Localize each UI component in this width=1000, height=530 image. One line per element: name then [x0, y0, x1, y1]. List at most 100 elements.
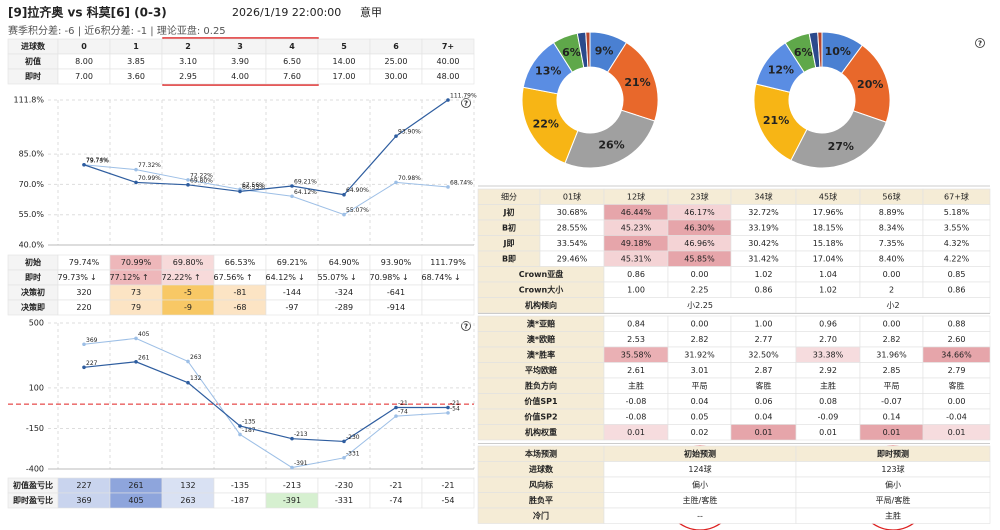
- row-label: 即时: [25, 272, 41, 282]
- cell-text: 28.55%: [557, 223, 588, 232]
- row-label: B即: [502, 254, 516, 263]
- cell-text: 0.00: [691, 319, 709, 328]
- cell-text: 123球: [881, 464, 904, 474]
- help-icon-text: ?: [464, 100, 468, 108]
- cell-text: 227: [76, 481, 91, 490]
- cell-text: 70.98%: [369, 273, 400, 282]
- cell-text: 即时预测: [877, 448, 909, 458]
- cell-text: 主胜/客胜: [683, 495, 718, 505]
- point-label: 79.73%: [86, 157, 109, 164]
- cell-text: 平局: [884, 381, 900, 390]
- cell-text: 48.00: [437, 72, 460, 81]
- cell-text: 0.14: [883, 412, 901, 421]
- cell-text: 320: [76, 288, 91, 297]
- cell-text: 68.74%: [421, 273, 452, 282]
- point-label: 70.98%: [398, 175, 421, 182]
- cell-text: -144: [283, 288, 301, 297]
- point-label: 67.56%: [242, 182, 265, 189]
- point-label: 227: [86, 360, 98, 367]
- cell-text: 69.21%: [277, 258, 308, 267]
- cell-text: 客胜: [756, 380, 772, 390]
- cell-text: -331: [335, 496, 353, 505]
- header-text: 34球: [754, 191, 772, 201]
- cell-text: -213: [283, 481, 301, 490]
- row-label: Crown大小: [519, 284, 563, 294]
- cell-text: 5.18%: [944, 208, 970, 217]
- cell-text: 64.90%: [329, 258, 360, 267]
- cell-text: 3.85: [127, 57, 145, 66]
- point: [446, 405, 450, 410]
- cell-text: 1.02: [755, 270, 773, 279]
- cell-text: 3.55%: [944, 223, 970, 232]
- cell-text: 49.18%: [621, 239, 652, 248]
- help-icon: [461, 321, 471, 331]
- help-icon-text: ?: [464, 323, 468, 331]
- match-datetime: 2026/1/19 22:00:00: [232, 6, 341, 19]
- y-tick-label: 40.0%: [19, 241, 45, 250]
- row-label: 决策初: [21, 287, 45, 297]
- cell-text: 客胜: [949, 380, 965, 390]
- header-text: 3: [237, 42, 243, 51]
- cell-text: 70.99%: [121, 258, 152, 267]
- cell-text: 0.01: [883, 428, 901, 437]
- point: [394, 134, 398, 138]
- cell-text: 4.32%: [944, 239, 970, 248]
- cell-text: 15.18%: [813, 239, 844, 248]
- cell-text: -54: [441, 496, 454, 505]
- slice-label: 21%: [624, 76, 650, 89]
- cell-text: 31.42%: [748, 254, 779, 263]
- point-label: 69.80%: [190, 177, 213, 184]
- row-label: 价值SP2: [524, 411, 557, 421]
- point-label: 64.90%: [346, 187, 369, 194]
- point-label: 111.79%: [450, 93, 477, 100]
- cell-text: -135: [231, 481, 249, 490]
- cell-text: 67.56%: [213, 273, 244, 282]
- cell-text: --: [697, 511, 703, 520]
- trend-arrow: ↓: [402, 273, 409, 282]
- row-label: 机构倾向: [525, 300, 557, 310]
- y-tick-label: 85.0%: [19, 150, 45, 159]
- cell-text: 79: [131, 303, 141, 312]
- point: [342, 439, 346, 444]
- cell-text: 2.77: [755, 335, 773, 344]
- trend-arrow: ↑: [246, 273, 253, 282]
- cell-text: 2.92: [819, 366, 837, 375]
- cell-text: -324: [335, 288, 353, 297]
- cell-text: 31.96%: [876, 350, 907, 359]
- cell-text: 3.01: [691, 366, 709, 375]
- cell-text: 0.04: [691, 397, 709, 406]
- cell-bg: [922, 424, 991, 441]
- row-label: 胜负方向: [524, 380, 557, 390]
- cell-text: 0.01: [819, 428, 837, 437]
- row-label: 即时: [25, 71, 41, 81]
- trend-arrow: ↑: [194, 273, 201, 282]
- cell-text: 263: [180, 496, 195, 505]
- cell-text: 0.08: [819, 397, 837, 406]
- cell-text: -0.08: [626, 397, 647, 406]
- point: [394, 180, 398, 185]
- point-label: -391: [294, 460, 308, 467]
- help-icon-text: ?: [978, 40, 982, 48]
- cell-text: 2.79: [948, 366, 966, 375]
- cell-text: 46.30%: [684, 223, 715, 232]
- cell-text: 79.73%: [57, 273, 88, 282]
- point-label: 69.21%: [294, 179, 317, 186]
- cell-text: 4.00: [231, 72, 249, 81]
- cell-text: 0.00: [883, 319, 901, 328]
- cell-text: 0.01: [627, 428, 645, 437]
- point-label: 77.32%: [138, 162, 161, 169]
- cell-text: 2.61: [627, 366, 645, 375]
- point-label: 66.53%: [242, 184, 265, 191]
- cell-text: 平局/客胜: [876, 495, 911, 505]
- pie-slice: [564, 109, 656, 169]
- header-text: 67+球: [944, 191, 969, 201]
- row-label: 进球数: [529, 464, 554, 474]
- header-text: 2: [185, 42, 191, 51]
- header-text: 1: [133, 42, 139, 51]
- point: [446, 185, 450, 189]
- cell-text: 93.90%: [381, 258, 412, 267]
- row-label: 澳*亚赔: [527, 318, 555, 328]
- cell-text: 46.44%: [621, 208, 652, 217]
- trend-arrow: ↓: [90, 273, 97, 282]
- point-label: 64.12%: [294, 189, 317, 196]
